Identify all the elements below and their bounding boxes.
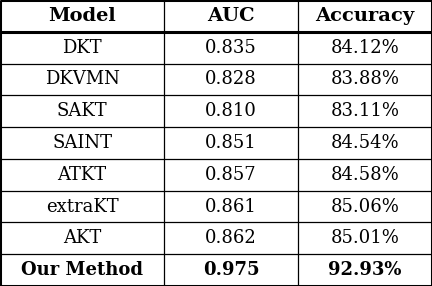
Text: Accuracy: Accuracy	[315, 7, 415, 25]
Text: DKVMN: DKVMN	[44, 70, 120, 88]
Text: 0.975: 0.975	[203, 261, 260, 279]
Text: ATKT: ATKT	[57, 166, 107, 184]
Text: AKT: AKT	[63, 229, 101, 247]
Text: 0.851: 0.851	[205, 134, 257, 152]
Text: 83.88%: 83.88%	[330, 70, 400, 88]
Text: SAKT: SAKT	[57, 102, 108, 120]
Text: 92.93%: 92.93%	[328, 261, 402, 279]
Text: 0.828: 0.828	[205, 70, 257, 88]
Text: extraKT: extraKT	[46, 198, 118, 216]
Text: 84.54%: 84.54%	[331, 134, 399, 152]
Text: 84.12%: 84.12%	[330, 39, 400, 57]
Text: Model: Model	[48, 7, 116, 25]
Text: 84.58%: 84.58%	[330, 166, 400, 184]
Text: 0.862: 0.862	[205, 229, 257, 247]
Text: 85.06%: 85.06%	[330, 198, 400, 216]
Text: 0.835: 0.835	[205, 39, 257, 57]
Text: 0.857: 0.857	[205, 166, 257, 184]
Text: 0.861: 0.861	[205, 198, 257, 216]
Text: 0.810: 0.810	[205, 102, 257, 120]
Text: 83.11%: 83.11%	[330, 102, 400, 120]
Text: SAINT: SAINT	[52, 134, 112, 152]
Text: DKT: DKT	[62, 39, 102, 57]
Text: Our Method: Our Method	[21, 261, 143, 279]
Text: 85.01%: 85.01%	[330, 229, 400, 247]
Text: AUC: AUC	[207, 7, 255, 25]
